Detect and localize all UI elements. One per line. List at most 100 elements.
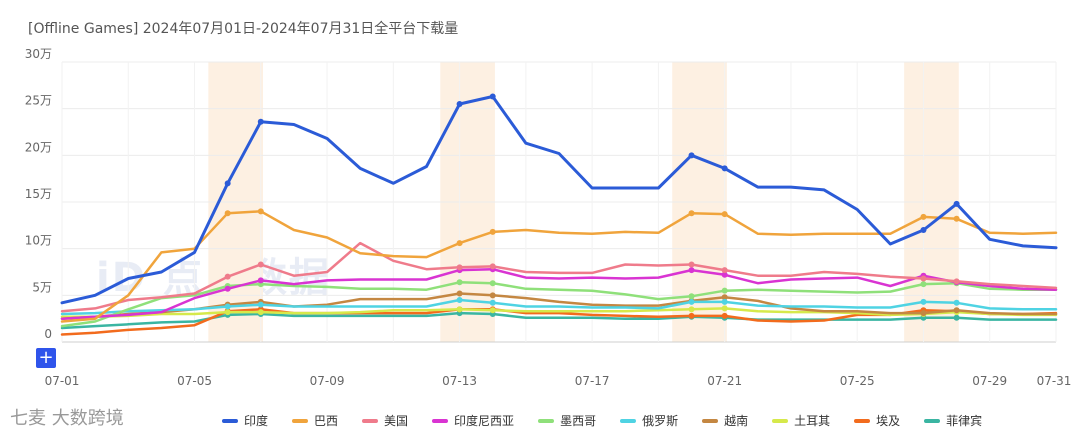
legend-label-8: 埃及 (876, 414, 901, 428)
y-tick-label-2: 10万 (25, 234, 52, 248)
legend-item-6[interactable]: 越南 (702, 412, 748, 429)
series-1-point-7 (257, 208, 264, 215)
legend-item-0[interactable]: 印度 (222, 412, 268, 429)
legend-item-4[interactable]: 墨西哥 (538, 412, 596, 429)
series-1-point-27 (920, 213, 927, 220)
legend-label-5: 俄罗斯 (642, 414, 679, 428)
series-8-point-21 (721, 312, 728, 319)
series-0-point-21 (721, 165, 728, 172)
series-2-point-13 (456, 264, 463, 271)
series-0-point-27 (920, 227, 927, 233)
series-3-point-21 (721, 271, 728, 278)
legend-item-8[interactable]: 埃及 (854, 412, 900, 429)
series-6-point-27 (920, 310, 927, 317)
series-4-point-14 (489, 280, 496, 287)
legend-swatch-7 (772, 418, 789, 423)
legend-label-2: 美国 (384, 414, 409, 428)
legend-label-3: 印度尼西亚 (454, 414, 515, 428)
series-4-point-27 (920, 281, 927, 288)
series-5-point-6 (224, 303, 231, 310)
series-6-point-13 (456, 290, 463, 297)
series-1-point-14 (489, 228, 496, 235)
legend-swatch-4 (538, 418, 555, 423)
legend-swatch-0 (222, 418, 238, 423)
series-5-point-28 (953, 299, 960, 306)
x-tick-label-3: 07-13 (442, 374, 477, 388)
series-2-point-20 (688, 261, 695, 268)
series-5-point-27 (920, 298, 927, 305)
footer-logo: 七麦 大数跨境 (10, 408, 124, 429)
legend-label-9: 菲律宾 (946, 414, 983, 428)
series-5-point-20 (688, 298, 695, 305)
series-3-point-7 (257, 277, 264, 284)
legend-item-5[interactable]: 俄罗斯 (620, 412, 678, 429)
x-tick-label-8: 07-31 (1037, 374, 1072, 388)
legend-swatch-1 (292, 418, 309, 423)
legend-label-0: 印度 (244, 414, 269, 428)
series-5-point-13 (456, 297, 463, 303)
series-6-point-14 (489, 292, 496, 299)
series-1-point-21 (721, 211, 728, 218)
series-4-point-20 (688, 293, 695, 300)
legend-item-9[interactable]: 菲律宾 (924, 412, 982, 429)
add-button[interactable]: + (36, 348, 56, 368)
x-tick-label-7: 07-29 (972, 374, 1007, 388)
legend-swatch-9 (924, 418, 941, 423)
series-8-point-20 (688, 312, 695, 319)
series-5-point-7 (257, 301, 264, 308)
series-4-point-21 (721, 287, 728, 294)
series-7-point-14 (489, 307, 496, 314)
series-7-point-7 (257, 309, 264, 316)
legend-item-2[interactable]: 美国 (362, 412, 408, 429)
y-tick-label-4: 20万 (25, 140, 52, 154)
y-tick-label-0: 0 (44, 327, 52, 341)
series-6-point-21 (721, 294, 728, 301)
series-2-point-28 (953, 278, 960, 285)
chart-title: [Offline Games] 2024年07月01日-2024年07月31日全… (28, 21, 459, 37)
x-tick-label-2: 07-09 (310, 374, 345, 388)
series-0-point-7 (257, 118, 264, 125)
series-2-point-6 (224, 273, 231, 280)
series-1-point-20 (688, 210, 695, 217)
series-1-point-13 (456, 240, 463, 247)
series-2-point-14 (489, 263, 496, 270)
legend-swatch-5 (620, 418, 637, 423)
series-9-point-28 (953, 314, 960, 321)
legend-swatch-2 (362, 418, 379, 423)
x-tick-label-4: 07-17 (575, 374, 610, 388)
legend-swatch-6 (702, 418, 719, 423)
legend-item-1[interactable]: 巴西 (292, 412, 338, 429)
series-5-point-21 (721, 298, 728, 305)
chart-legend: 印度 巴西 美国 印度尼西亚 墨西哥 俄罗斯 越南 土耳其 埃及 菲律宾 (222, 412, 1006, 429)
series-1-point-28 (953, 215, 960, 222)
series-2-point-7 (257, 261, 264, 268)
legend-label-6: 越南 (724, 414, 749, 428)
legend-item-7[interactable]: 土耳其 (772, 412, 830, 429)
series-7-point-20 (688, 306, 695, 313)
y-tick-label-5: 25万 (25, 94, 52, 108)
legend-item-3[interactable]: 印度尼西亚 (432, 412, 514, 429)
legend-label-4: 墨西哥 (560, 414, 597, 428)
series-6-point-28 (953, 307, 960, 314)
series-7-point-6 (224, 309, 231, 316)
y-tick-label-1: 5万 (32, 280, 52, 294)
series-7-point-13 (456, 306, 463, 313)
series-3-point-20 (688, 267, 695, 274)
legend-swatch-8 (854, 418, 871, 423)
series-5-point-14 (489, 299, 496, 306)
legend-label-1: 巴西 (314, 414, 339, 428)
y-tick-label-6: 30万 (25, 47, 52, 61)
x-tick-label-1: 07-05 (177, 374, 212, 388)
series-2-point-21 (721, 267, 728, 274)
series-0-point-13 (456, 101, 463, 107)
series-2-point-27 (920, 275, 927, 282)
x-tick-label-6: 07-25 (840, 374, 875, 388)
series-0-point-14 (489, 93, 496, 100)
series-7-point-21 (721, 305, 728, 312)
series-0-point-28 (953, 200, 960, 207)
legend-label-7: 土耳其 (794, 414, 831, 428)
series-3-point-6 (224, 285, 231, 292)
x-tick-label-5: 07-21 (707, 374, 742, 388)
series-0-point-20 (688, 152, 695, 159)
